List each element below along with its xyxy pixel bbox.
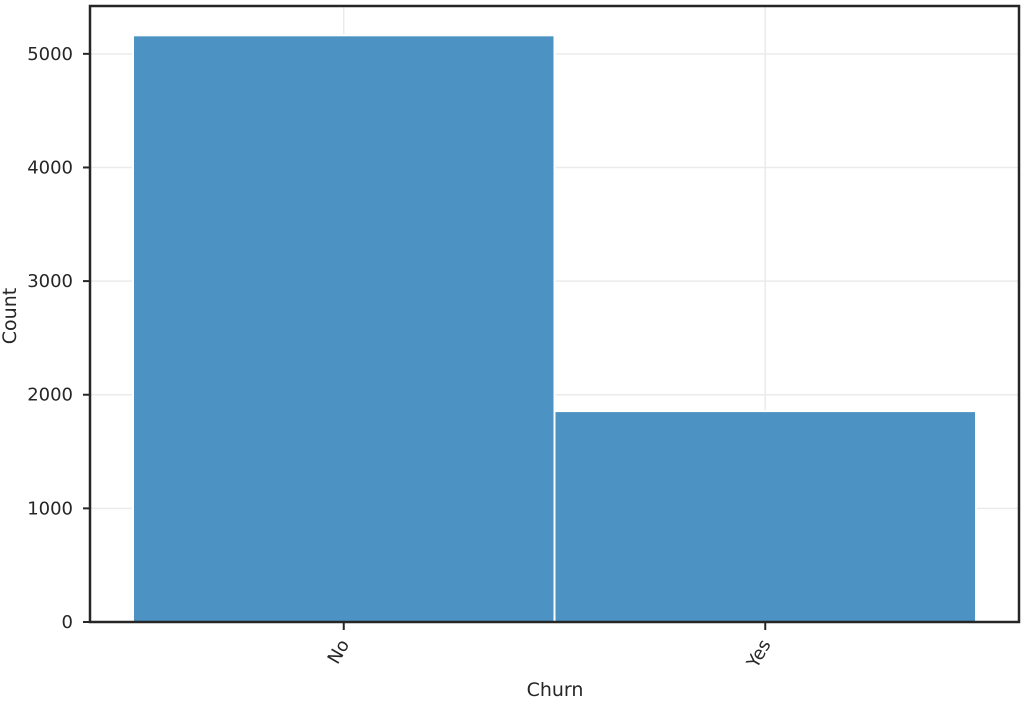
y-tick-label: 2000 (27, 385, 73, 406)
y-tick-label: 0 (62, 612, 73, 633)
bars (132, 34, 977, 624)
x-axis-label: Churn (527, 679, 584, 701)
plot-area-frame (88, 4, 1021, 624)
y-axis-label: Count (0, 288, 21, 344)
y-axis-ticks: 0 1000 2000 3000 4000 5000 (27, 44, 90, 633)
x-axis-ticks: No Yes (324, 622, 776, 673)
bar-no (132, 34, 556, 624)
bar-yes (553, 410, 977, 623)
x-tick-label: Yes (742, 636, 775, 673)
x-tick-label: No (324, 636, 354, 668)
axes (88, 4, 1021, 624)
y-tick-label: 3000 (27, 271, 73, 292)
y-tick-label: 5000 (27, 44, 73, 65)
y-tick-label: 4000 (27, 157, 73, 178)
y-tick-label: 1000 (27, 498, 73, 519)
